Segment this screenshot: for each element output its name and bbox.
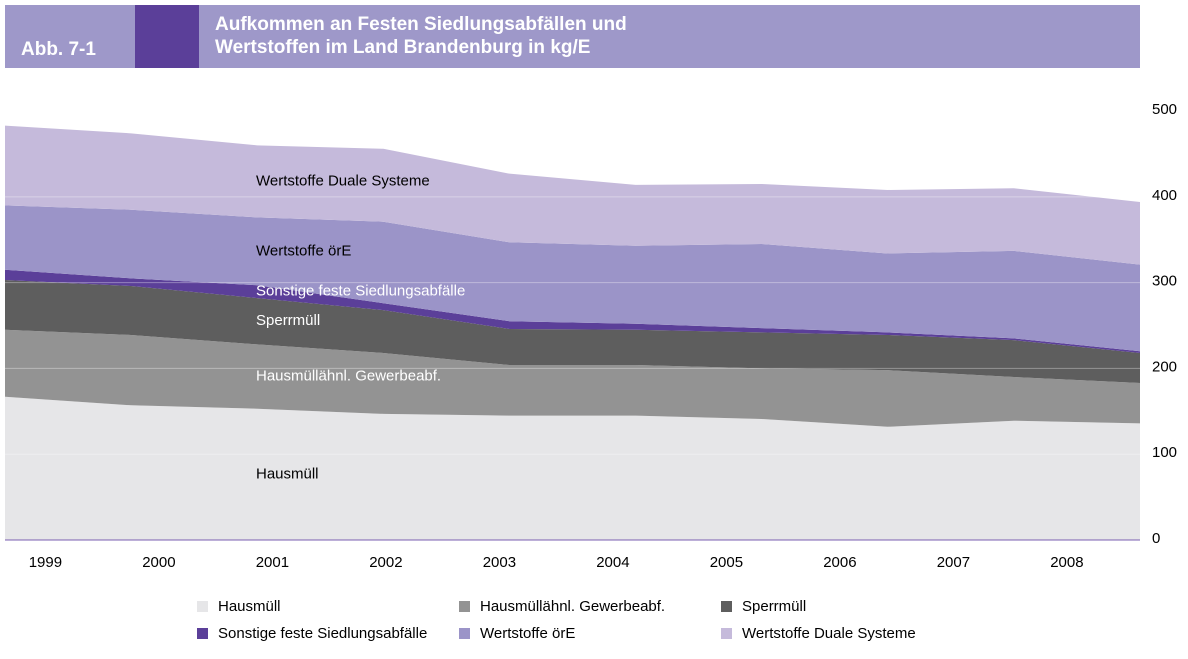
area xyxy=(5,205,1140,352)
area-label: Sperrmüll xyxy=(256,312,320,329)
area-label: Hausmüllähnl. Gewerbeabf. xyxy=(256,368,441,385)
legend-swatch xyxy=(459,628,470,639)
area-label: Wertstoffe örE xyxy=(256,242,351,259)
x-tick-label: 2004 xyxy=(596,554,629,571)
y-tick-label: 300 xyxy=(1152,273,1177,290)
x-tick-label: 2007 xyxy=(937,554,970,571)
header-accent xyxy=(135,5,199,68)
area xyxy=(5,396,1140,540)
legend-label: Sperrmüll xyxy=(742,598,806,615)
legend-swatch xyxy=(197,601,208,612)
legend-swatch xyxy=(459,601,470,612)
area-label: Sonstige feste Siedlungsabfälle xyxy=(256,283,465,300)
legend-swatch xyxy=(197,628,208,639)
legend-label: Sonstige feste Siedlungsabfälle xyxy=(218,625,427,642)
y-tick-label: 500 xyxy=(1152,101,1177,118)
header: Abb. 7-1 Aufkommen an Festen Siedlungsab… xyxy=(5,5,1140,68)
legend-swatch xyxy=(721,628,732,639)
area-label: Hausmüll xyxy=(256,465,319,482)
x-tick-label: 2002 xyxy=(369,554,402,571)
x-tick-label: 2006 xyxy=(823,554,856,571)
y-tick-label: 100 xyxy=(1152,444,1177,461)
x-tick-label: 2001 xyxy=(256,554,289,571)
area-label: Wertstoffe Duale Systeme xyxy=(256,172,430,189)
chart-title: Aufkommen an Festen Siedlungsabfällen un… xyxy=(215,14,627,58)
x-tick-label: 2008 xyxy=(1050,554,1083,571)
x-tick-label: 1999 xyxy=(29,554,62,571)
area xyxy=(5,329,1140,427)
y-tick-label: 400 xyxy=(1152,187,1177,204)
y-tick-label: 200 xyxy=(1152,358,1177,375)
x-tick-label: 2003 xyxy=(483,554,516,571)
y-tick-label: 0 xyxy=(1152,530,1160,547)
x-tick-label: 2005 xyxy=(710,554,743,571)
area xyxy=(5,280,1140,383)
legend-label: Wertstoffe Duale Systeme xyxy=(742,625,916,642)
legend-label: Hausmüllähnl. Gewerbeabf. xyxy=(480,598,665,615)
legend-label: Hausmüll xyxy=(218,598,281,615)
x-tick-label: 2000 xyxy=(142,554,175,571)
legend-swatch xyxy=(721,601,732,612)
legend-label: Wertstoffe örE xyxy=(480,625,575,642)
area xyxy=(5,125,1140,265)
figure-label: Abb. 7-1 xyxy=(21,39,96,60)
area xyxy=(5,269,1140,353)
